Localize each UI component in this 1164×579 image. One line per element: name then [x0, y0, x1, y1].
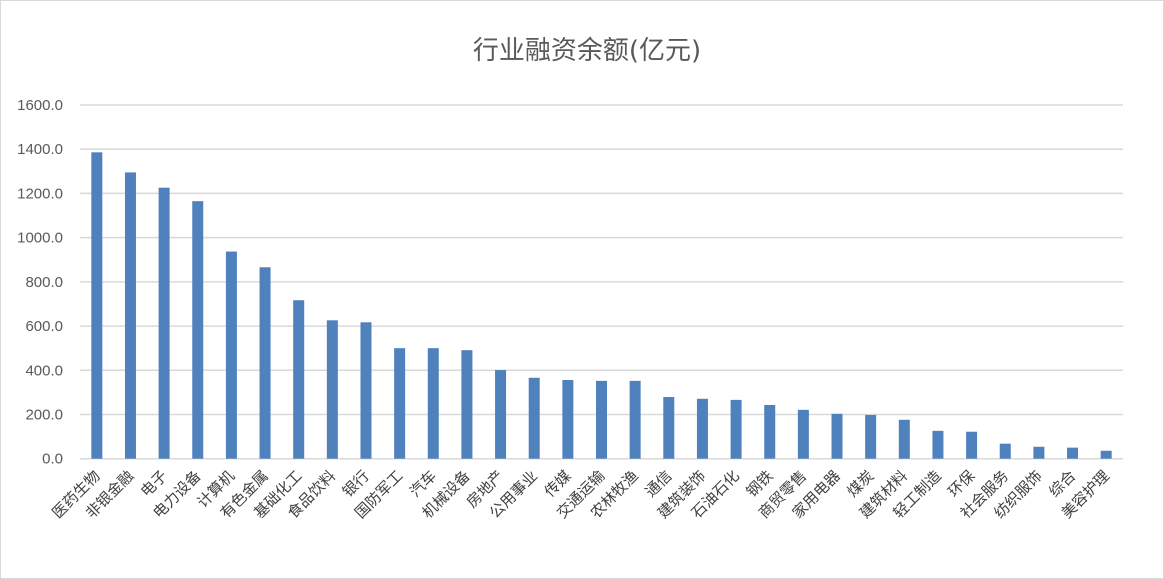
bars [91, 152, 1112, 459]
bar [696, 398, 708, 459]
y-axis-ticks: 0.0 200.0 400.0 600.0 800.0 1000.0 1200.0 1400.… [17, 97, 63, 468]
bar [360, 322, 372, 459]
bar [192, 201, 204, 459]
y-tick-label: 0.0 [42, 451, 63, 468]
bar [663, 397, 675, 459]
y-tick-label: 1000.0 [17, 230, 63, 247]
bar [1100, 450, 1112, 459]
bar [831, 413, 843, 459]
bar [764, 404, 776, 459]
bar [326, 320, 338, 459]
bar [730, 399, 742, 459]
bar [898, 419, 910, 459]
y-tick-label: 1200.0 [17, 185, 63, 202]
bar [528, 377, 540, 459]
bar [596, 380, 607, 459]
bar [158, 187, 170, 459]
bar [293, 300, 305, 459]
y-tick-label: 600.0 [25, 318, 63, 335]
y-tick-label: 400.0 [25, 362, 63, 379]
bar [562, 380, 574, 459]
bar [495, 370, 507, 459]
bar [225, 251, 237, 459]
bar [91, 152, 103, 459]
bar [932, 430, 944, 459]
y-tick-label: 800.0 [25, 274, 63, 291]
bar [1067, 447, 1079, 459]
bar [1033, 446, 1045, 459]
y-tick-label: 1600.0 [17, 97, 63, 114]
bar [461, 350, 473, 459]
bar [865, 414, 877, 459]
bar [259, 267, 271, 459]
gridlines [80, 104, 1123, 460]
y-tick-label: 200.0 [25, 406, 63, 423]
bar [427, 348, 439, 459]
bar [629, 380, 641, 459]
bar [394, 348, 406, 459]
bar [999, 443, 1011, 459]
bar [966, 431, 978, 459]
y-tick-label: 1400.0 [17, 141, 63, 158]
bar [797, 409, 809, 459]
chart-title: 行业融资余额(亿元) [473, 36, 701, 66]
bar [124, 172, 136, 459]
